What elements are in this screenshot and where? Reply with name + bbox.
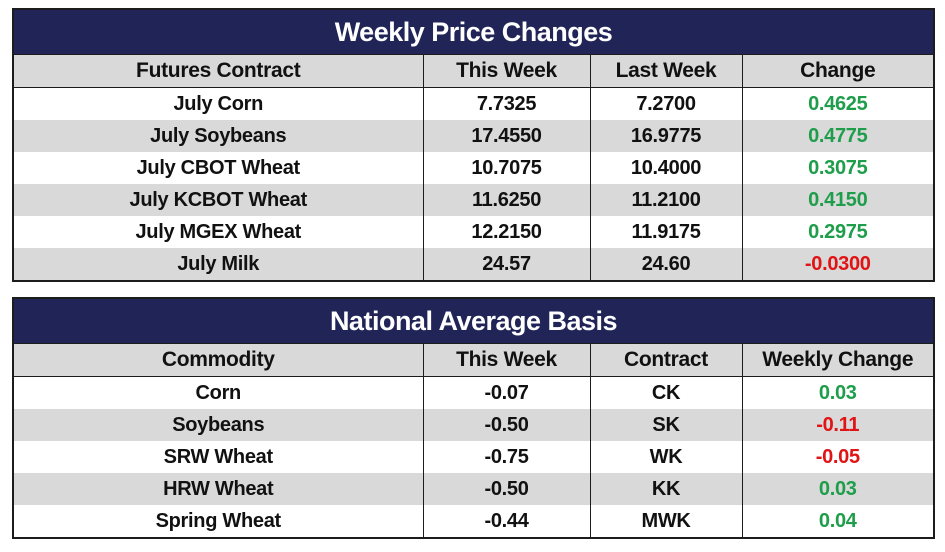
weekly-header-row: Futures Contract This Week Last Week Cha… [13,54,935,88]
cell-this-week: 12.2150 [422,216,590,248]
cell-commodity: Spring Wheat [13,505,423,538]
column-header-last-week: Last Week [589,54,742,88]
table-row: July CBOT Wheat 10.7075 10.4000 0.3075 [13,152,935,184]
column-header-futures-contract: Futures Contract [13,54,423,88]
cell-change: 0.4625 [741,87,935,120]
column-header-change: Change [741,54,935,88]
column-header-this-week: This Week [422,343,590,377]
table-row: July Corn 7.7325 7.2700 0.4625 [13,87,935,120]
cell-weekly-change: 0.03 [741,376,934,409]
cell-futures-contract: July Milk [13,248,423,281]
table-row: Spring Wheat -0.44 MWK 0.04 [13,505,934,538]
column-header-contract: Contract [589,343,742,377]
basis-table-title: National Average Basis [13,298,934,344]
table-row: July MGEX Wheat 12.2150 11.9175 0.2975 [13,216,935,248]
cell-weekly-change: 0.04 [741,505,934,538]
column-header-this-week: This Week [422,54,590,88]
cell-futures-contract: July CBOT Wheat [13,152,423,184]
cell-change: 0.3075 [741,152,935,184]
cell-contract: MWK [589,505,742,538]
cell-futures-contract: July Soybeans [13,120,423,152]
cell-this-week: 24.57 [422,248,590,281]
table-row: SRW Wheat -0.75 WK -0.05 [13,441,934,473]
cell-this-week: -0.50 [422,409,590,441]
table-row: HRW Wheat -0.50 KK 0.03 [13,473,934,505]
column-header-commodity: Commodity [13,343,423,377]
cell-change: 0.2975 [741,216,935,248]
cell-last-week: 11.9175 [589,216,742,248]
weekly-table-title: Weekly Price Changes [13,9,935,55]
cell-this-week: -0.75 [422,441,590,473]
cell-futures-contract: July MGEX Wheat [13,216,423,248]
cell-this-week: -0.50 [422,473,590,505]
table-row: July KCBOT Wheat 11.6250 11.2100 0.4150 [13,184,935,216]
cell-commodity: HRW Wheat [13,473,423,505]
table-row: Soybeans -0.50 SK -0.11 [13,409,934,441]
cell-this-week: 11.6250 [422,184,590,216]
basis-header-row: Commodity This Week Contract Weekly Chan… [13,343,934,377]
cell-commodity: SRW Wheat [13,441,423,473]
cell-futures-contract: July Corn [13,87,423,120]
cell-last-week: 10.4000 [589,152,742,184]
cell-last-week: 7.2700 [589,87,742,120]
cell-change: -0.0300 [741,248,935,281]
cell-change: 0.4150 [741,184,935,216]
cell-contract: SK [589,409,742,441]
cell-this-week: 17.4550 [422,120,590,152]
cell-weekly-change: -0.05 [741,441,934,473]
cell-contract: WK [589,441,742,473]
cell-contract: KK [589,473,742,505]
national-average-basis-table: National Average Basis Commodity This We… [12,297,935,539]
cell-futures-contract: July KCBOT Wheat [13,184,423,216]
column-header-weekly-change: Weekly Change [741,343,934,377]
table-row: July Soybeans 17.4550 16.9775 0.4775 [13,120,935,152]
cell-contract: CK [589,376,742,409]
cell-last-week: 16.9775 [589,120,742,152]
table-row: July Milk 24.57 24.60 -0.0300 [13,248,935,281]
cell-commodity: Corn [13,376,423,409]
cell-weekly-change: -0.11 [741,409,934,441]
cell-weekly-change: 0.03 [741,473,934,505]
cell-change: 0.4775 [741,120,935,152]
cell-this-week: 7.7325 [422,87,590,120]
cell-this-week: -0.07 [422,376,590,409]
cell-last-week: 11.2100 [589,184,742,216]
table-row: Corn -0.07 CK 0.03 [13,376,934,409]
cell-commodity: Soybeans [13,409,423,441]
cell-this-week: -0.44 [422,505,590,538]
cell-this-week: 10.7075 [422,152,590,184]
cell-last-week: 24.60 [589,248,742,281]
weekly-price-changes-table: Weekly Price Changes Futures Contract Th… [12,8,936,282]
